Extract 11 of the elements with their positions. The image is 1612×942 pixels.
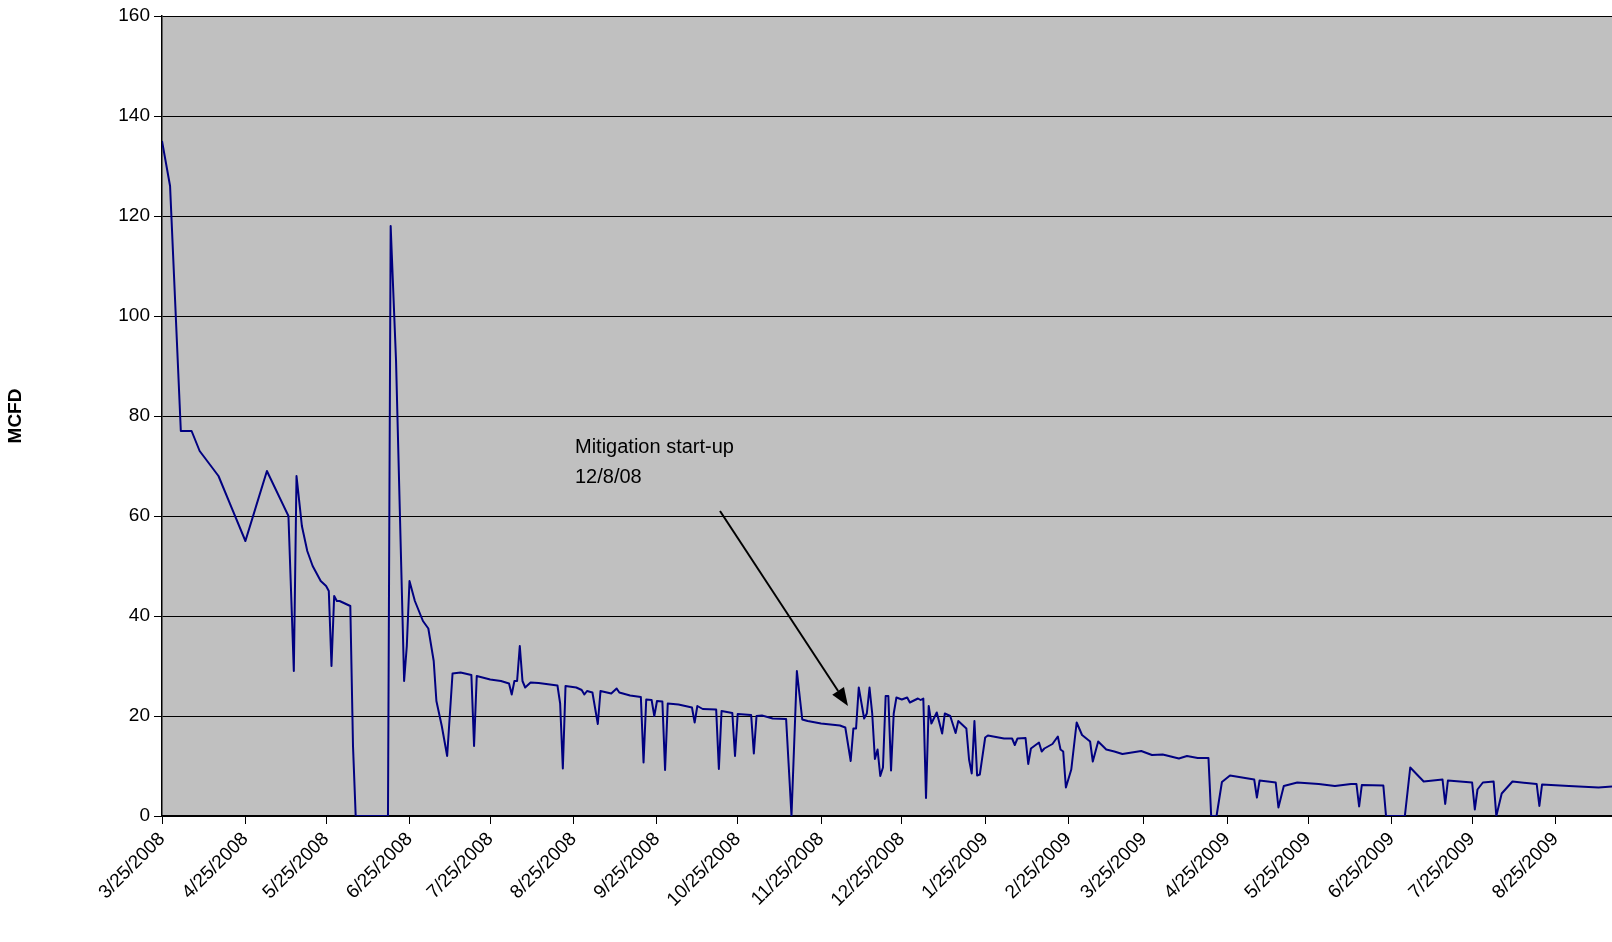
- y-tick-label: 40: [128, 604, 150, 626]
- y-axis-title: MCFD: [3, 388, 25, 444]
- y-tick-label: 140: [118, 104, 150, 126]
- y-tick-label: 160: [118, 4, 150, 26]
- y-tick-label: 80: [128, 404, 150, 426]
- y-tick-label: 60: [128, 504, 150, 526]
- y-tick-label: 120: [118, 204, 150, 226]
- y-tick-label: 100: [118, 304, 150, 326]
- annotation: Mitigation start-up 12/8/08: [575, 434, 734, 487]
- y-tick-label: 0: [139, 804, 150, 826]
- y-tick-label: 20: [128, 704, 150, 726]
